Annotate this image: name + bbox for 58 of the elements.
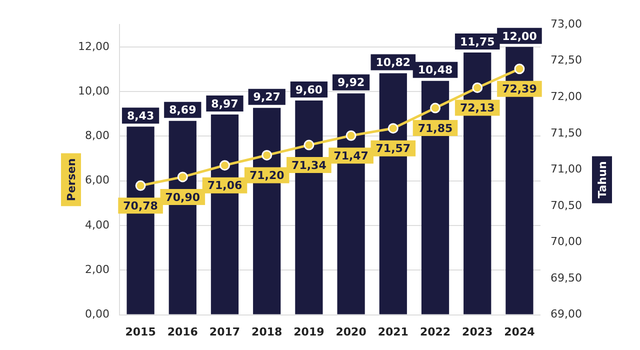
data-label: 70,90 — [165, 190, 200, 204]
data-label: 10,48 — [418, 64, 453, 77]
point — [135, 180, 146, 191]
data-label: 9,92 — [337, 76, 365, 90]
x-tick-label: 2017 — [209, 325, 240, 338]
y2-tick-label: 71,00 — [550, 162, 582, 176]
data-label: 71,34 — [292, 158, 327, 172]
point — [346, 130, 356, 141]
y2-tick-label: 73,00 — [550, 17, 582, 30]
data-label: 8,97 — [211, 97, 238, 110]
y2-axis-title: Tahun — [596, 161, 609, 198]
y2-tick-label: 70,00 — [550, 235, 582, 248]
y-tick-label: 6,00 — [84, 174, 110, 187]
data-label: 10,82 — [376, 56, 411, 70]
point — [262, 150, 272, 160]
y2-tick-label: 70,50 — [550, 198, 582, 212]
data-label: 70,78 — [123, 200, 158, 213]
point — [304, 140, 314, 150]
data-label: 9,27 — [253, 90, 280, 104]
point — [388, 123, 398, 134]
point — [177, 172, 188, 182]
y2-tick-label: 71,50 — [550, 126, 582, 140]
x-tick-label: 2024 — [504, 325, 536, 338]
y-tick-label: 4,00 — [84, 218, 110, 232]
x-tick-label: 2016 — [167, 325, 198, 338]
y-tick-label: 12,00 — [78, 40, 110, 53]
data-label: 71,20 — [249, 169, 285, 182]
data-label: 72,39 — [502, 82, 537, 96]
x-tick-label: 2021 — [378, 325, 408, 338]
point — [472, 82, 483, 93]
point — [430, 102, 441, 114]
x-tick-label: 2015 — [125, 325, 156, 338]
data-label: 71,06 — [207, 179, 242, 192]
data-label: 12,00 — [502, 30, 538, 43]
data-label: 11,75 — [460, 35, 495, 48]
x-tick-label: 2022 — [420, 325, 451, 338]
y2-tick-label: 72,50 — [550, 54, 582, 67]
data-label: 8,43 — [126, 109, 154, 122]
y-tick-label: 10,00 — [78, 84, 110, 98]
point — [514, 64, 525, 74]
y2-tick-label: 69,50 — [550, 271, 582, 284]
data-label: 71,57 — [376, 142, 411, 156]
data-label: 8,69 — [169, 104, 196, 117]
x-tick-label: 2018 — [252, 325, 282, 338]
y-tick-label: 2,00 — [84, 263, 110, 276]
x-tick-label: 2019 — [294, 325, 324, 338]
data-label: 72,13 — [460, 102, 495, 115]
data-label: 71,47 — [334, 149, 368, 162]
x-tick-label: 2020 — [336, 325, 367, 338]
data-label: 9,60 — [295, 83, 323, 96]
y2-tick-label: 72,00 — [550, 90, 582, 104]
y-tick-label: 0,00 — [84, 308, 110, 321]
data-label: 71,85 — [418, 122, 453, 135]
point — [219, 160, 230, 171]
y-tick-label: 8,00 — [84, 129, 110, 142]
y-axis-title: Persen — [64, 158, 78, 202]
y2-tick-label: 69,00 — [550, 308, 582, 321]
x-tick-label: 2023 — [462, 325, 493, 338]
